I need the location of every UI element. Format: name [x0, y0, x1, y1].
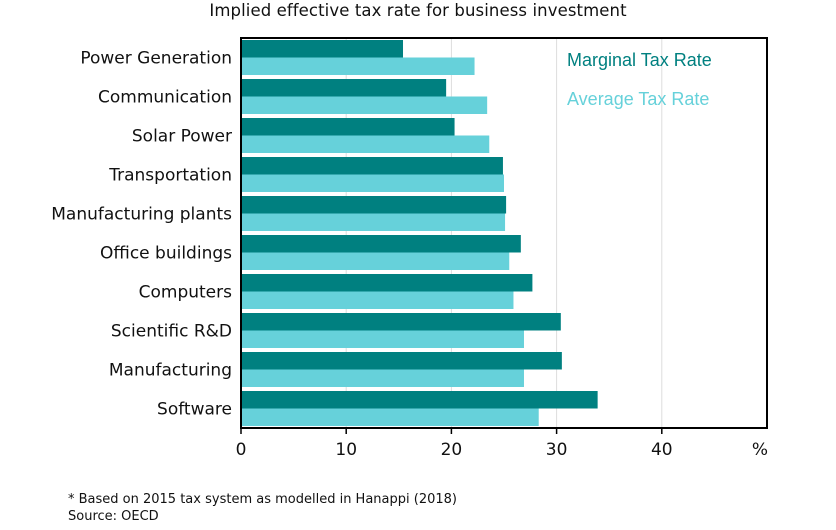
bar-marginal	[241, 391, 598, 409]
bars	[241, 40, 598, 426]
category-labels: Power Generation Communication Solar Power…	[51, 49, 232, 420]
x-tick-label: 0	[236, 440, 247, 460]
bar-average	[241, 330, 524, 348]
category-label: Communication	[98, 88, 232, 108]
bar-marginal	[241, 79, 447, 97]
bar-marginal	[241, 274, 533, 292]
bar-marginal	[241, 118, 455, 136]
category-label: Solar Power	[132, 127, 232, 147]
bar-average	[241, 369, 524, 387]
bar-average	[241, 174, 504, 192]
category-label: Power Generation	[80, 49, 232, 69]
bar-marginal	[241, 235, 521, 253]
legend-entry: Marginal Tax Rate	[567, 50, 712, 70]
bar-average	[241, 291, 514, 309]
x-tick-label: 40	[651, 440, 673, 460]
category-label: Computers	[139, 283, 233, 303]
category-label: Office buildings	[100, 244, 232, 264]
footnote: * Based on 2015 tax system as modelled i…	[68, 491, 457, 525]
category-label: Scientific R&D	[111, 322, 232, 342]
x-axis-unit-label: %	[752, 440, 768, 460]
footnote-source: Source: OECD	[68, 509, 159, 524]
bar-marginal	[241, 157, 503, 175]
bar-marginal	[241, 196, 507, 214]
bar-average	[241, 57, 475, 75]
bar-marginal	[241, 313, 561, 331]
x-tick-label: 20	[441, 440, 463, 460]
legend-entry: Average Tax Rate	[567, 89, 709, 109]
plot-frame	[240, 37, 768, 429]
footnote-note: * Based on 2015 tax system as modelled i…	[68, 492, 457, 507]
category-label: Manufacturing plants	[51, 205, 232, 225]
bar-marginal	[241, 352, 562, 370]
bar-average	[241, 213, 506, 231]
category-label: Transportation	[108, 166, 232, 186]
legend: Marginal Tax Rate Average Tax Rate	[567, 50, 712, 109]
bar-marginal	[241, 40, 404, 58]
bar-average	[241, 252, 510, 270]
x-tick-label: 10	[335, 440, 357, 460]
bar-average	[241, 408, 539, 426]
x-axis-ticks: 0 10 20 30 40%	[236, 428, 768, 460]
chart-title: Implied effective tax rate for business …	[209, 1, 627, 20]
category-label: Software	[157, 400, 232, 420]
category-label: Manufacturing	[109, 361, 232, 381]
x-tick-label: 30	[546, 440, 568, 460]
bar-average	[241, 135, 490, 153]
bar-average	[241, 96, 488, 114]
